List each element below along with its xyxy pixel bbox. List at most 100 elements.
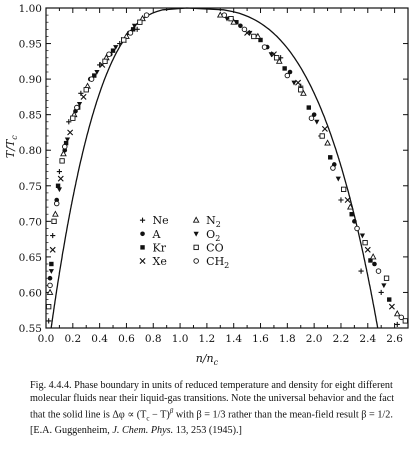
- y-tick-label: 0.80: [19, 145, 42, 157]
- y-axis-label-text: T/Tc: [4, 135, 19, 158]
- data-point: [230, 18, 238, 25]
- data-point: [330, 165, 336, 171]
- x-tick-label: 0.6: [118, 333, 135, 345]
- data-point: [106, 51, 112, 57]
- x-tick-label: 2.0: [306, 333, 323, 345]
- data-point: [284, 72, 291, 79]
- x-tick-label: 1.4: [225, 333, 242, 345]
- data-point: [346, 203, 354, 210]
- data-point: [48, 269, 54, 274]
- axes-frame: [45, 7, 409, 329]
- data-point: [143, 12, 150, 18]
- data-point: [238, 23, 243, 29]
- caption-text: Phase boundary in units of reduced tempe…: [30, 380, 395, 421]
- data-point: [268, 52, 274, 58]
- x-tick-label: 2.6: [386, 333, 403, 345]
- data-point: [340, 186, 347, 192]
- legend-label: N2: [206, 214, 221, 229]
- data-point: [359, 233, 366, 239]
- data-point: [364, 246, 371, 253]
- y-tick-label: 0.70: [19, 216, 42, 228]
- data-point: [216, 11, 224, 18]
- legend-marker: [140, 245, 145, 250]
- data-point: [352, 219, 357, 224]
- data-point: [394, 321, 400, 328]
- data-point: [63, 140, 69, 146]
- legend-marker: [139, 217, 146, 223]
- y-tick-label: 0.60: [19, 287, 42, 299]
- y-tick-label: 0.55: [19, 323, 42, 335]
- data-point: [64, 137, 71, 143]
- data-point: [362, 240, 368, 246]
- data-point: [131, 23, 138, 29]
- data-point: [80, 93, 87, 100]
- y-tick-label: 0.65: [19, 252, 42, 264]
- data-point: [319, 133, 325, 139]
- data-point: [234, 20, 239, 25]
- data-point: [291, 80, 297, 86]
- data-point: [221, 12, 228, 18]
- legend-marker: [192, 216, 200, 223]
- data-point: [51, 218, 57, 224]
- data-point: [46, 304, 52, 310]
- fit-curve-path: [50, 7, 379, 329]
- data-point: [137, 19, 143, 25]
- data-point: [57, 175, 64, 182]
- x-tick-label: 1.6: [252, 333, 269, 345]
- caption-text-2: − T): [149, 409, 170, 421]
- data-point: [50, 232, 56, 239]
- data-point: [76, 102, 83, 107]
- data-point: [88, 76, 95, 82]
- data-point: [300, 89, 307, 96]
- data-point: [275, 57, 283, 64]
- data-point: [287, 69, 293, 75]
- data-point: [251, 33, 257, 40]
- x-tick-label: 1.2: [199, 333, 216, 345]
- y-tick-label: 0.75: [19, 181, 42, 193]
- data-point: [49, 261, 54, 267]
- legend-label: Kr: [153, 241, 167, 254]
- data-point: [47, 275, 53, 281]
- data-points: [46, 11, 408, 328]
- phase-boundary-chart: T/Tc 0.55 0.60 0.65 0.70 0.75 0.80 0.85 0.90 0.9…: [4, 3, 409, 367]
- data-point: [258, 37, 263, 43]
- legend-label: Ne: [153, 214, 169, 227]
- y-ticks: 0.55 0.60 0.65 0.70 0.75 0.80 0.85 0.90 0.95 1.00: [19, 3, 408, 335]
- x-tick-label: 0.2: [64, 333, 81, 345]
- data-point: [60, 150, 67, 157]
- x-tick-label: 0.0: [38, 333, 55, 345]
- data-point: [261, 44, 268, 50]
- data-point: [387, 297, 392, 302]
- data-point: [70, 115, 76, 121]
- data-point: [121, 37, 127, 43]
- data-point: [388, 303, 395, 310]
- data-point: [398, 314, 405, 321]
- data-point: [335, 176, 341, 182]
- y-tick-label: 1.00: [19, 3, 42, 15]
- data-point: [83, 87, 89, 93]
- legend-label: A: [152, 228, 162, 241]
- data-point: [46, 318, 52, 324]
- data-point: [358, 268, 364, 274]
- legend-marker: [193, 258, 199, 264]
- x-axis-label-text: n/nc: [196, 352, 219, 367]
- data-point: [344, 197, 351, 203]
- y-axis-label: T/Tc: [4, 135, 19, 158]
- plot-frame: [45, 7, 409, 329]
- legend-label: CO: [206, 241, 223, 254]
- data-point: [56, 187, 63, 193]
- x-tick-label: 2.4: [359, 333, 376, 345]
- data-point: [139, 14, 146, 22]
- data-point: [62, 143, 68, 150]
- data-point: [94, 70, 100, 75]
- y-tick-label: 0.95: [19, 39, 42, 51]
- data-point: [228, 16, 234, 22]
- data-point: [110, 48, 116, 53]
- data-point: [328, 155, 333, 160]
- data-point: [338, 197, 344, 203]
- data-point: [102, 58, 108, 64]
- legend-marker: [193, 231, 199, 237]
- legend-label: Xe: [153, 255, 167, 268]
- y-tick-label: 0.90: [19, 74, 42, 86]
